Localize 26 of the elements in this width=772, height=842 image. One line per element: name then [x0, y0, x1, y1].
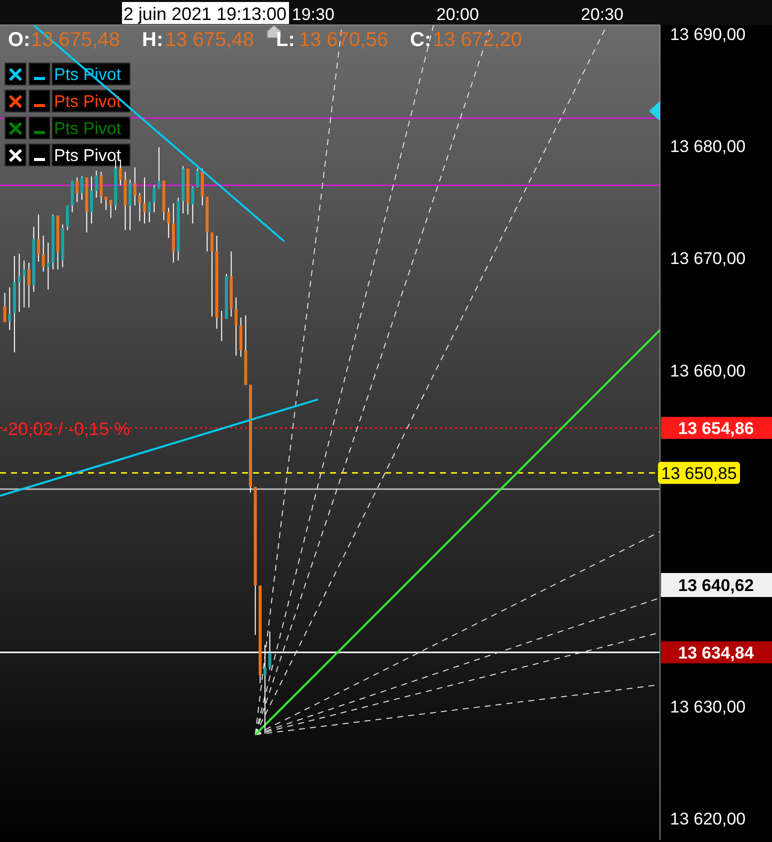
annotation: L:	[276, 29, 295, 51]
annotation: 13 675,48	[31, 29, 120, 51]
y-tick-label: 13 680,00	[670, 137, 746, 156]
annotation: O:	[8, 29, 30, 51]
x-tick-label: 19:30	[292, 5, 334, 24]
y-tick-label: 13 690,00	[670, 24, 746, 44]
annotation: -20,02 / -0,15 %	[2, 418, 130, 439]
ref-line-label: 13 654,86	[678, 418, 754, 438]
text: 13 640,62	[678, 576, 754, 595]
annotation: Pts Pivot	[54, 146, 122, 165]
annotation: H:	[142, 29, 164, 51]
annotation: 13 672,20	[433, 29, 522, 51]
y-tick-label: 13 620,00	[670, 810, 746, 829]
y-tick-label: 13 660,00	[670, 361, 746, 380]
y-tick-label: 13 670,00	[670, 249, 746, 268]
annotation: C:	[410, 29, 432, 51]
ref-line-label: 13 650,85	[661, 464, 737, 483]
ref-line-label: 13 634,84	[678, 643, 754, 662]
x-tick-label: 20:00	[436, 5, 479, 24]
annotation: Pts Pivot	[54, 92, 122, 111]
annotation: 13 675,48	[165, 29, 254, 51]
x-tick-label: 20:30	[580, 5, 624, 24]
annotation: Pts Pivot	[54, 119, 122, 138]
text: 2 juin 2021 19:13:00	[123, 4, 287, 24]
annotation: 13 670,56	[299, 29, 388, 51]
y-tick-label: 13 630,00	[670, 698, 746, 717]
